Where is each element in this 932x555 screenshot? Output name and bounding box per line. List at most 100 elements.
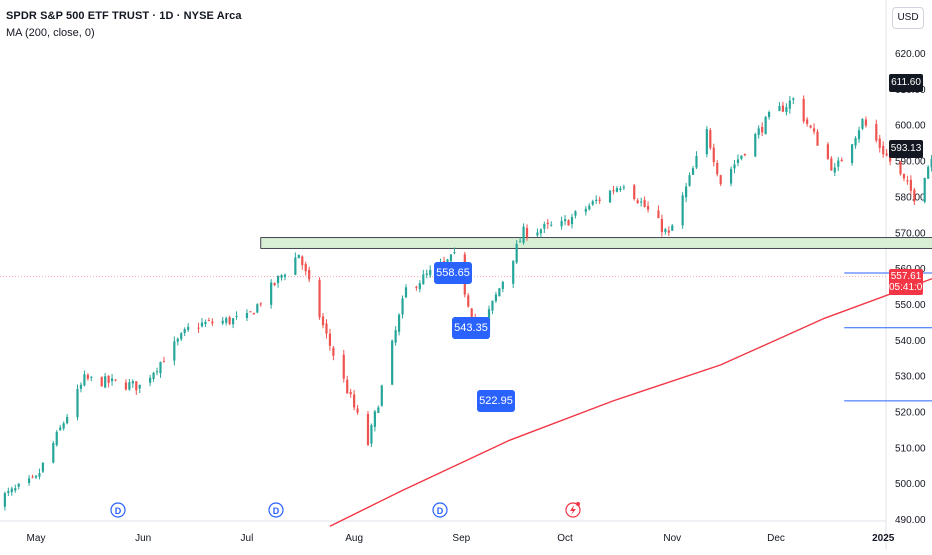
candle-body bbox=[90, 376, 93, 378]
candle-body bbox=[397, 314, 401, 332]
candle-body bbox=[889, 155, 892, 162]
candle-body bbox=[705, 129, 708, 155]
candle-body bbox=[875, 123, 878, 141]
candle-body bbox=[211, 321, 214, 324]
y-tick-label: 620.00 bbox=[895, 49, 926, 60]
candle-body bbox=[149, 377, 152, 383]
candle-body bbox=[788, 100, 791, 109]
candle-body bbox=[591, 201, 594, 205]
candle-body bbox=[418, 283, 421, 290]
x-tick-label: Aug bbox=[345, 533, 363, 544]
candle-body bbox=[173, 341, 176, 361]
y-tick-label: 490.00 bbox=[895, 515, 926, 526]
candle-body bbox=[802, 98, 805, 122]
candle-body bbox=[584, 208, 587, 212]
candle-body bbox=[394, 330, 397, 343]
price-axis-label: 05:41:09 bbox=[889, 281, 928, 296]
candle-body bbox=[515, 244, 518, 263]
symbol-title[interactable]: SPDR S&P 500 ETF TRUST · 1D · NYSE Arca bbox=[6, 10, 242, 22]
candle-body bbox=[550, 224, 553, 226]
candle-body bbox=[525, 227, 529, 237]
candle-body bbox=[816, 131, 819, 146]
currency-button[interactable]: USD bbox=[892, 7, 924, 29]
candle-body bbox=[349, 392, 352, 395]
candle-body bbox=[259, 303, 262, 305]
candle-body bbox=[321, 316, 325, 326]
x-tick-label: Nov bbox=[663, 533, 681, 544]
candle-body bbox=[204, 322, 207, 325]
x-tick-label: Dec bbox=[767, 533, 785, 544]
candle-body bbox=[107, 375, 110, 383]
support-zone bbox=[260, 237, 932, 249]
target-price-label[interactable]: 522.95 bbox=[477, 389, 515, 412]
y-tick-label: 530.00 bbox=[895, 372, 926, 383]
candle-body bbox=[415, 286, 418, 288]
candle-body bbox=[3, 493, 6, 507]
candle-body bbox=[733, 164, 736, 169]
price-axis-label: 611.60 bbox=[889, 74, 923, 93]
y-tick-label: 540.00 bbox=[895, 336, 926, 347]
candle-body bbox=[62, 423, 65, 429]
lightning-glyph bbox=[570, 505, 576, 515]
x-tick-label: Oct bbox=[557, 533, 573, 544]
candle-body bbox=[270, 282, 273, 305]
candle-body bbox=[781, 105, 785, 112]
candle-body bbox=[927, 167, 930, 179]
candle-body bbox=[297, 254, 300, 259]
target-price-label[interactable]: 543.35 bbox=[452, 316, 490, 339]
candle-body bbox=[681, 195, 684, 226]
candle-body bbox=[235, 315, 238, 317]
event-dot bbox=[576, 502, 580, 506]
candle-body bbox=[83, 374, 86, 386]
candle-body bbox=[512, 260, 515, 284]
candle-body bbox=[252, 313, 255, 315]
candle-body bbox=[657, 210, 660, 219]
candle-body bbox=[159, 362, 162, 374]
candle-body bbox=[882, 145, 885, 155]
candle-body bbox=[716, 162, 719, 175]
candle-body bbox=[449, 254, 453, 262]
candle-body bbox=[588, 205, 591, 210]
candle-body bbox=[318, 279, 321, 318]
candle-body bbox=[7, 491, 10, 493]
candle-body bbox=[27, 478, 31, 483]
dividend-marker-label: D bbox=[115, 506, 122, 516]
dividend-marker-label: D bbox=[273, 506, 280, 516]
candle-body bbox=[59, 427, 62, 431]
target-price-label[interactable]: 558.65 bbox=[434, 261, 472, 284]
candle-body bbox=[332, 347, 335, 356]
candle-body bbox=[152, 372, 155, 379]
candle-body bbox=[131, 381, 134, 384]
indicator-legend[interactable]: MA (200, close, 0) bbox=[6, 27, 95, 39]
candle-body bbox=[110, 378, 114, 382]
candle-body bbox=[41, 462, 45, 472]
candle-body bbox=[76, 388, 79, 418]
candle-body bbox=[380, 385, 383, 406]
candle-body bbox=[543, 224, 546, 229]
candle-body bbox=[615, 188, 619, 192]
candle-body bbox=[249, 311, 252, 313]
candle-body bbox=[612, 190, 615, 192]
candle-body bbox=[301, 256, 304, 266]
candle-body bbox=[536, 232, 539, 236]
candle-body bbox=[304, 263, 307, 272]
x-tick-label: May bbox=[27, 533, 46, 544]
candle-body bbox=[162, 361, 166, 363]
candle-body bbox=[429, 269, 432, 276]
price-axis-label: 557.61 bbox=[889, 268, 923, 284]
candle-body bbox=[785, 107, 788, 113]
y-tick-label: 570.00 bbox=[895, 228, 926, 239]
candle-body bbox=[837, 160, 840, 167]
y-tick-label: 590.00 bbox=[895, 157, 926, 168]
candle-body bbox=[325, 323, 328, 334]
candle-body bbox=[52, 443, 55, 463]
y-tick-label: 550.00 bbox=[895, 300, 926, 311]
candle-body bbox=[342, 354, 345, 379]
candle-body bbox=[124, 382, 128, 390]
candle-body bbox=[38, 473, 41, 477]
candle-body bbox=[100, 377, 103, 387]
y-tick-label: 500.00 bbox=[895, 479, 926, 490]
candle-body bbox=[864, 119, 868, 126]
candle-body bbox=[155, 371, 159, 373]
